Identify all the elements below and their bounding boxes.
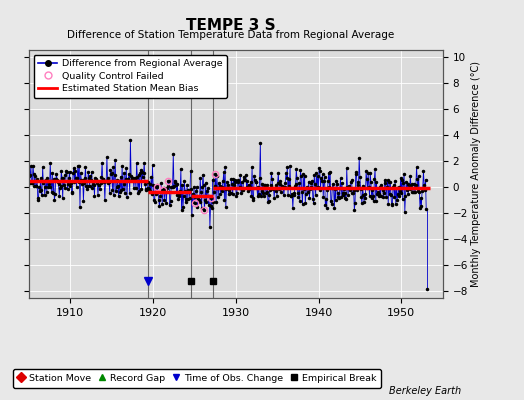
Text: Berkeley Earth: Berkeley Earth [389, 386, 461, 396]
Y-axis label: Monthly Temperature Anomaly Difference (°C): Monthly Temperature Anomaly Difference (… [471, 61, 481, 287]
Text: TEMPE 3 S: TEMPE 3 S [185, 18, 276, 33]
Text: Difference of Station Temperature Data from Regional Average: Difference of Station Temperature Data f… [67, 30, 394, 40]
Legend: Station Move, Record Gap, Time of Obs. Change, Empirical Break: Station Move, Record Gap, Time of Obs. C… [13, 369, 381, 388]
